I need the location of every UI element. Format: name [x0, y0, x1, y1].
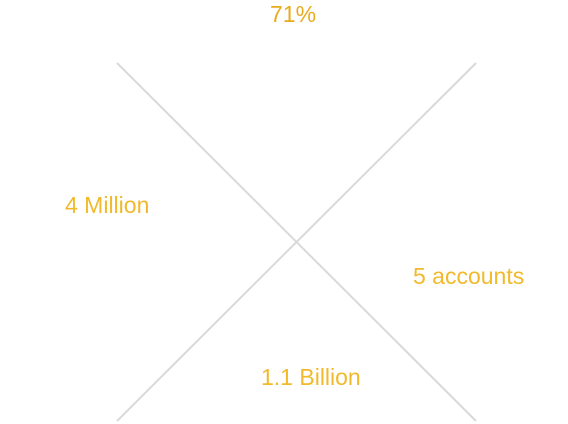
stat-top-value: 71% — [270, 1, 317, 27]
diagonal-line-ascending — [116, 62, 477, 422]
stat-left-value: 4 Million — [65, 192, 150, 218]
stat-right-value: 5 accounts — [413, 263, 525, 289]
stat-bottom-value: 1.1 Billion — [261, 364, 361, 390]
